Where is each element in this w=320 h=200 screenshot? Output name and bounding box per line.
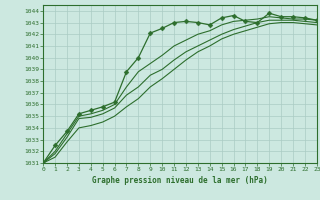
X-axis label: Graphe pression niveau de la mer (hPa): Graphe pression niveau de la mer (hPa) (92, 176, 268, 185)
